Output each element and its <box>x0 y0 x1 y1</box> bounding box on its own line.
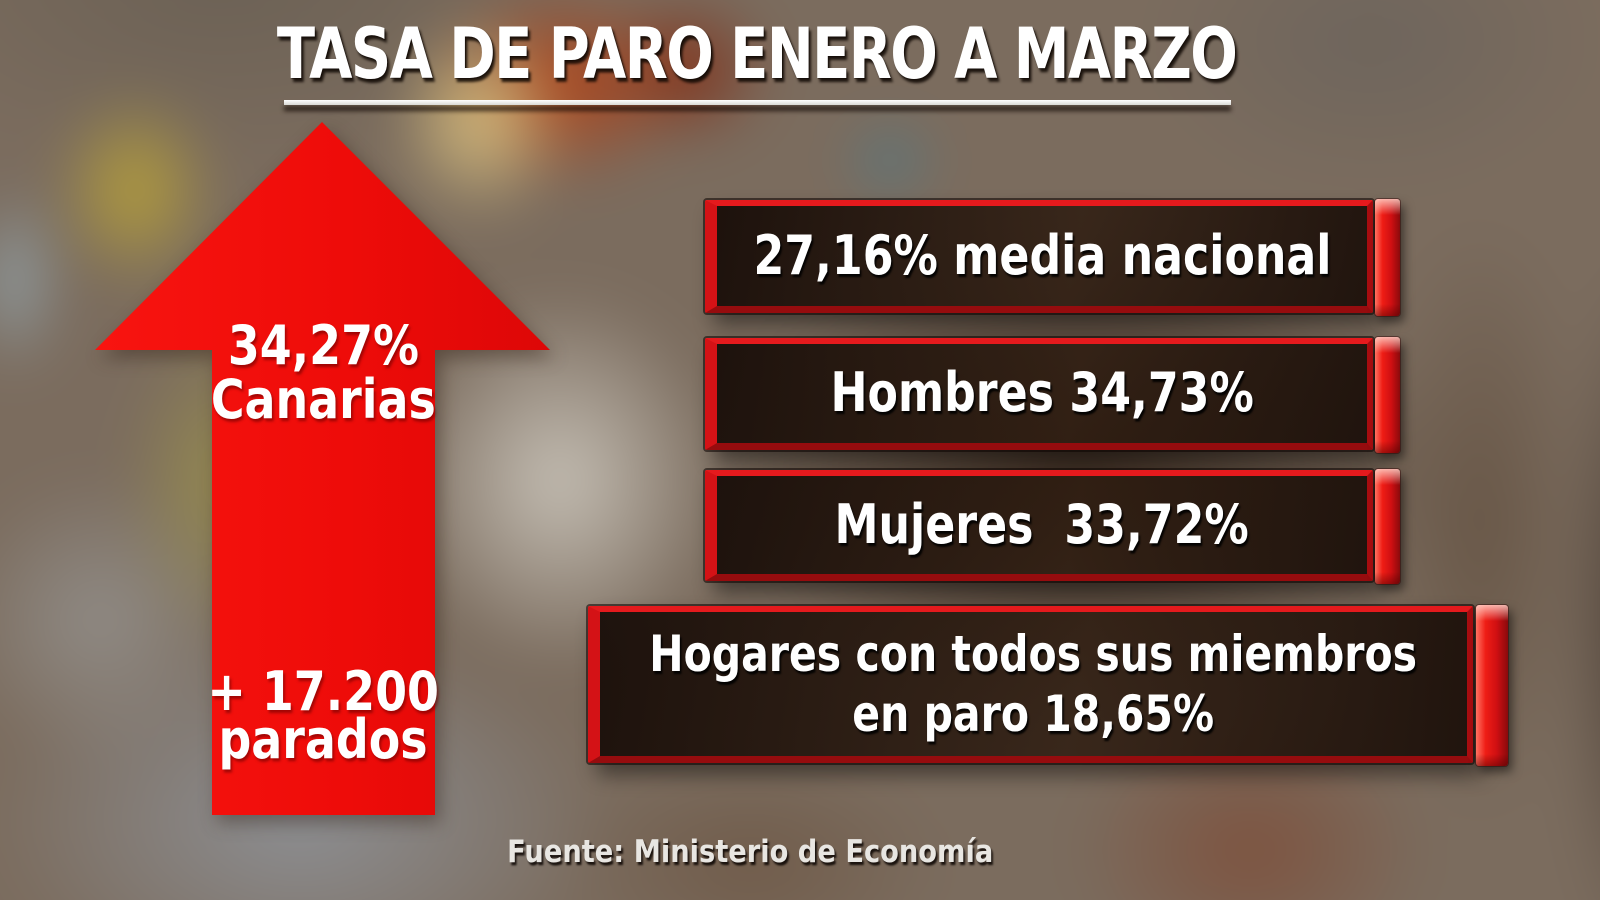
source-label: Fuente: Ministerio de Economía <box>506 834 994 870</box>
stat-label: Hogares con todos sus miembros en paro 1… <box>649 625 1418 743</box>
header: TASA DE PARO ENERO A MARZO <box>0 13 1514 95</box>
stat-box-hombres: Hombres 34,73% <box>705 337 1400 453</box>
stat-box-hogares: Hogares con todos sus miembros en paro 1… <box>588 605 1508 766</box>
arrow-delta-sublabel: parados <box>218 708 428 771</box>
page-title: TASA DE PARO ENERO A MARZO <box>277 13 1238 95</box>
arrow-delta-label: + 17.200 <box>207 660 439 723</box>
arrow-region-label: Canarias <box>210 368 436 431</box>
title-underline <box>284 100 1231 105</box>
stat-box-media-nacional: 27,16% media nacional <box>705 199 1400 316</box>
source-row: Fuente: Ministerio de Economía <box>0 834 1500 870</box>
up-arrow-shape <box>95 122 550 815</box>
stat-label: Hombres 34,73% <box>830 361 1254 425</box>
arrow-rate-label: 34,27% <box>227 314 419 377</box>
stat-label: 27,16% media nacional <box>752 223 1332 287</box>
stat-box-mujeres: Mujeres 33,72% <box>705 469 1400 584</box>
arrow-labels: 34,27% Canarias + 17.200 parados <box>93 116 553 818</box>
up-arrow-icon <box>95 122 550 815</box>
stat-label: Mujeres 33,72% <box>834 492 1250 556</box>
